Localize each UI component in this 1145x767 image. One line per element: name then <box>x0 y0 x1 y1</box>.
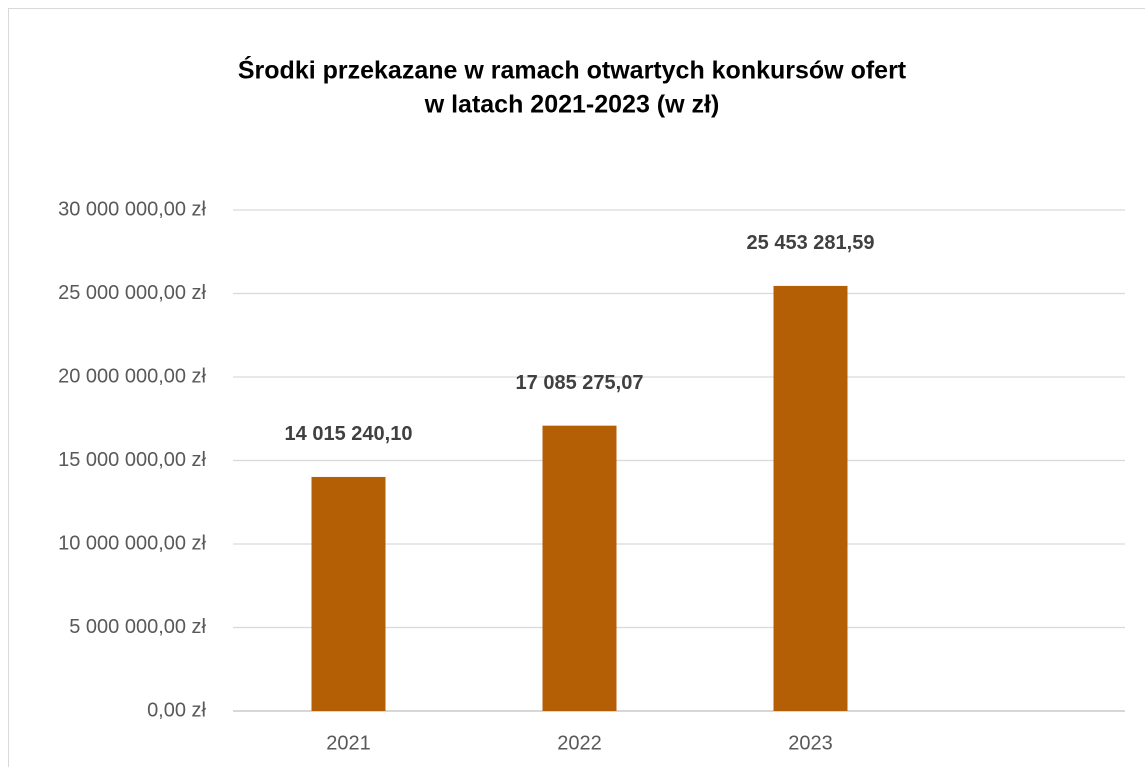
chart-title: Środki przekazane w ramach otwartych kon… <box>238 55 907 85</box>
data-label: 17 085 275,07 <box>516 372 644 394</box>
y-tick-label: 10 000 000,00 zł <box>58 532 206 554</box>
x-tick-label: 2021 <box>326 732 371 754</box>
bar <box>311 476 386 711</box>
bar <box>542 425 617 711</box>
data-label: 25 453 281,59 <box>747 232 875 254</box>
chart-border <box>8 8 1145 767</box>
x-tick-label: 2022 <box>557 732 602 754</box>
data-label: 14 015 240,10 <box>285 423 413 445</box>
y-tick-label: 15 000 000,00 zł <box>58 449 206 471</box>
y-tick-label: 25 000 000,00 zł <box>58 282 206 304</box>
y-tick-label: 30 000 000,00 zł <box>58 198 206 220</box>
x-tick-label: 2023 <box>788 732 833 754</box>
bar <box>773 285 848 711</box>
y-tick-label: 0,00 zł <box>147 699 206 721</box>
y-tick-label: 20 000 000,00 zł <box>58 365 206 387</box>
y-tick-label: 5 000 000,00 zł <box>69 616 206 638</box>
chart-title: w latach 2021-2023 (w zł) <box>424 91 720 119</box>
